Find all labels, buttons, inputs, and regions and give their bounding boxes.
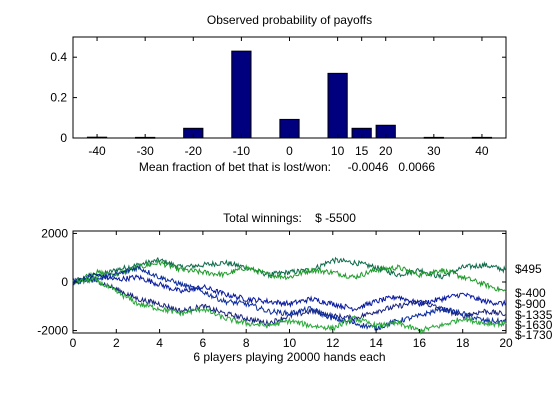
bottom-ytick-label: 2000 [41,226,68,240]
payoff-bar-chart: Observed probability of payoffs -40 -30 -2… [50,13,507,174]
bottom-xtick-label: 6 [200,336,207,350]
bottom-xtick-label: 0 [70,336,77,350]
top-ytick-label: 0.2 [50,91,67,105]
series-line-3 [72,272,507,312]
series-line-1 [72,256,507,285]
top-xtick-label: 10 [331,144,345,158]
bottom-series [72,256,507,335]
bottom-chart-title: Total winnings: $ -5500 [223,211,356,225]
series-line-4 [72,276,507,327]
bottom-xtick-label: 20 [499,336,513,350]
top-xtick-label: -40 [88,144,106,158]
series-line-5 [72,265,507,331]
series-end-label-3: $-900 [515,297,546,311]
top-ticks: -40 -30 -20 -10 0 10 15 20 30 40 0 0.2 0.4 [50,37,506,158]
top-xtick-label: 0 [286,144,293,158]
top-xtick-label: 15 [355,144,369,158]
bottom-ytick-label: 0 [61,275,68,289]
series-end-label-4: $-1335 [515,308,553,322]
top-xtick-label: -30 [136,144,154,158]
top-ytick-label: 0.4 [50,50,67,64]
series-end-label-2: $-400 [515,286,546,300]
top-ytick-label: 0 [60,131,67,145]
series-line-6 [72,276,507,335]
bottom-xtick-label: 18 [456,336,470,350]
series-end-label-1: $495 [515,262,542,276]
series-end-label-6: $-1730 [515,328,553,342]
bottom-xtick-label: 4 [156,336,163,350]
series-end-label-5: $-1630 [515,318,553,332]
bottom-xtick-label: 16 [413,336,427,350]
bottom-xtick-label: 12 [326,336,340,350]
bottom-xtick-label: 14 [369,336,383,350]
bottom-xtick-label: 2 [113,336,120,350]
bottom-ytick-label: -2000 [37,324,68,338]
top-xtick-label: 40 [475,144,489,158]
bottom-xtick-label: 10 [283,336,297,350]
top-xtick-label: -20 [185,144,203,158]
top-xtick-label: -10 [233,144,251,158]
bar-10 [327,72,348,139]
bottom-xtick-label: 8 [243,336,250,350]
top-chart-title: Observed probability of payoffs [207,13,372,27]
top-xtick-label: 20 [379,144,393,158]
bottom-chart-xlabel: 6 players playing 20000 hands each [193,350,385,364]
bottom-end-labels: $495 $-400$-900$-1335$-1630$-1730 [515,262,553,342]
top-xtick-label: 30 [427,144,441,158]
series-line-2 [72,259,507,293]
top-chart-xlabel: Mean fraction of bet that is lost/won: -… [139,160,436,174]
winnings-line-chart: Total winnings: $ -5500 0 2 4 6 8 10 12 14 16 18 2… [37,211,552,364]
bar--10 [231,50,252,139]
